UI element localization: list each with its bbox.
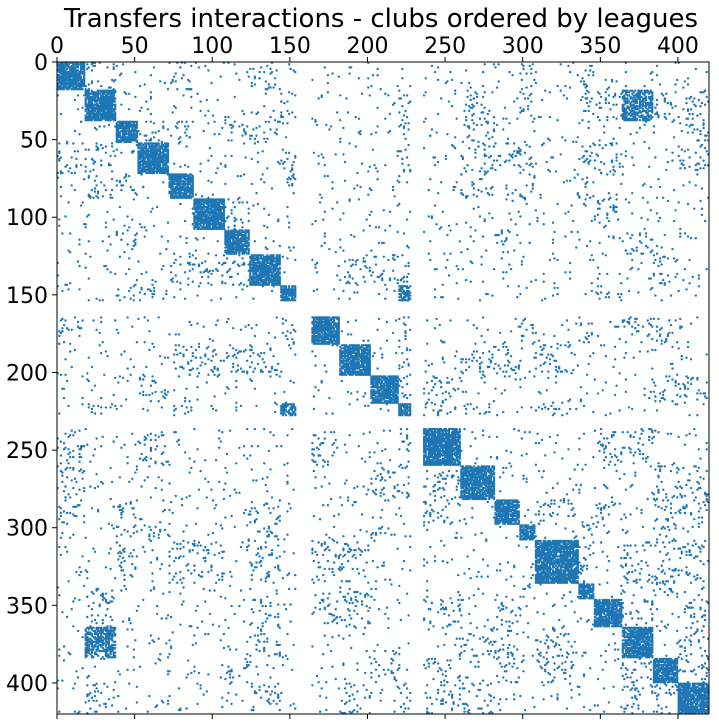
scatter-point-482 — [103, 92, 106, 96]
scatter-points — [56, 61, 710, 715]
scatter-point-387 — [93, 109, 97, 113]
scatter-point-4412 — [517, 505, 520, 508]
scatter-point-612 — [114, 97, 117, 100]
scatter-point-4189 — [492, 468, 496, 471]
scatter-point-613 — [114, 100, 117, 103]
scatter-point-1924 — [247, 252, 250, 255]
scatter-point-1354 — [191, 195, 194, 198]
scatter-point-623 — [114, 119, 117, 122]
scatter-point-78 — [62, 88, 66, 91]
chart-title: Transfers interactions - clubs ordered b… — [63, 4, 698, 34]
scatter-point-2353 — [294, 299, 297, 302]
scatter-point-3801 — [458, 457, 461, 460]
scatter-point-1920 — [247, 244, 250, 248]
scatter-point-1823 — [235, 252, 238, 255]
scatter-point-617 — [114, 108, 117, 111]
scatter-point-4417 — [517, 516, 520, 519]
scatter-point-2149 — [267, 283, 271, 286]
scatter-point-138 — [69, 86, 72, 89]
scatter-point-4410 — [517, 500, 520, 504]
scatter-point-789 — [135, 136, 139, 139]
scatter-point-460 — [100, 119, 103, 122]
scatter-point-82 — [64, 66, 67, 69]
scatter-point-2262 — [278, 272, 281, 276]
scatter-point-4501 — [533, 531, 536, 535]
scatter-point-574 — [109, 119, 112, 122]
scatter-point-1917 — [247, 238, 250, 241]
scatter-point-360 — [90, 119, 94, 122]
scatter-point-2352 — [294, 296, 297, 299]
scatter-point-1121 — [166, 145, 170, 148]
scatter-point-2260 — [278, 268, 281, 271]
scatter-point-214 — [76, 80, 80, 83]
scatter-point-784 — [135, 126, 139, 130]
scatter-point-4191 — [492, 473, 496, 476]
scatter-point-3302 — [409, 414, 412, 417]
scatter-point-3786 — [458, 431, 461, 434]
scatter-point-611 — [114, 91, 117, 94]
scatter-point-207 — [76, 66, 80, 69]
scatter-point-1130 — [166, 160, 170, 164]
scatter-point-123 — [67, 88, 70, 91]
scatter-point-3789 — [458, 437, 461, 440]
scatter-point-259 — [81, 88, 84, 91]
scatter-point-3243 — [396, 392, 399, 395]
scatter-point-98 — [65, 67, 69, 71]
scatter-point-429 — [98, 92, 101, 96]
scatter-point-4203 — [492, 493, 496, 496]
scatter-point-4205 — [492, 497, 496, 501]
scatter-point-287 — [84, 109, 87, 113]
scatter-point-208 — [76, 69, 80, 72]
scatter-point-2258 — [278, 263, 281, 266]
scatter-point-4118 — [485, 497, 488, 501]
